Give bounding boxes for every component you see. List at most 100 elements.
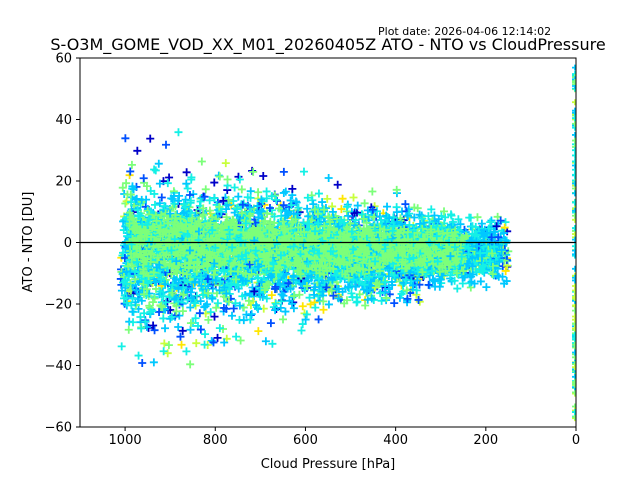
data-point — [154, 159, 163, 168]
data-point — [174, 128, 183, 137]
data-point — [289, 209, 298, 218]
data-point — [129, 318, 138, 327]
data-point — [119, 217, 128, 226]
data-point — [197, 157, 206, 166]
data-point — [237, 185, 246, 194]
data-point — [282, 269, 291, 278]
data-point — [288, 184, 297, 193]
data-point — [187, 173, 196, 182]
data-point — [196, 297, 205, 306]
data-point — [186, 360, 195, 369]
data-point — [209, 338, 218, 347]
data-point — [275, 204, 284, 213]
data-point — [484, 224, 493, 233]
data-point — [133, 146, 142, 155]
data-point — [186, 319, 195, 328]
data-point — [149, 321, 158, 330]
data-point — [334, 294, 343, 303]
data-point — [122, 298, 131, 307]
data-point — [150, 294, 159, 303]
data-point — [246, 187, 255, 196]
data-point — [161, 280, 170, 289]
data-point — [176, 332, 185, 341]
data-point — [257, 195, 266, 204]
data-point — [353, 201, 362, 210]
data-point — [235, 175, 244, 184]
data-point — [342, 296, 351, 305]
data-point — [294, 203, 303, 212]
data-point — [281, 307, 290, 316]
data-point — [151, 166, 160, 175]
data-point — [201, 330, 210, 339]
data-point — [174, 322, 183, 331]
data-point — [327, 286, 336, 295]
data-point — [183, 184, 192, 193]
data-point — [164, 341, 173, 350]
data-point — [392, 217, 401, 226]
data-point — [337, 205, 346, 214]
data-point — [219, 303, 228, 312]
data-point — [306, 300, 315, 309]
data-point — [303, 204, 312, 213]
data-point — [237, 209, 246, 218]
data-point — [395, 277, 404, 286]
data-point — [352, 293, 361, 302]
data-point — [302, 310, 311, 319]
data-point — [229, 304, 238, 313]
data-point — [215, 324, 224, 333]
data-point — [410, 203, 419, 212]
data-point — [267, 273, 276, 282]
data-point — [129, 185, 138, 194]
scatter-points — [116, 64, 576, 422]
data-point — [151, 284, 160, 293]
data-point — [120, 253, 129, 262]
data-point — [487, 216, 496, 225]
data-point — [208, 284, 217, 293]
data-point — [363, 295, 372, 304]
data-point — [261, 337, 270, 346]
data-point — [127, 301, 136, 310]
data-point — [397, 289, 406, 298]
data-point — [390, 299, 399, 308]
data-point — [323, 194, 332, 203]
data-point — [213, 299, 222, 308]
data-point — [155, 179, 164, 188]
data-point — [196, 325, 205, 334]
data-point — [291, 197, 300, 206]
data-point — [126, 167, 135, 176]
data-point — [198, 290, 207, 299]
data-point — [272, 195, 281, 204]
data-point — [392, 185, 401, 194]
data-point — [124, 325, 133, 334]
data-point — [191, 314, 200, 323]
data-point — [279, 315, 288, 324]
data-point — [245, 289, 254, 298]
data-point — [329, 291, 338, 300]
data-point — [351, 216, 360, 225]
data-point — [450, 276, 459, 285]
data-point — [260, 286, 269, 295]
data-point — [159, 347, 168, 356]
data-point — [121, 283, 130, 292]
data-point — [244, 296, 253, 305]
data-point — [403, 294, 412, 303]
data-point — [134, 351, 143, 360]
data-point — [496, 216, 505, 225]
data-point — [195, 309, 204, 318]
data-point — [267, 192, 276, 201]
data-point — [314, 315, 323, 324]
data-point — [220, 338, 229, 347]
data-point — [223, 175, 232, 184]
data-point — [139, 174, 148, 183]
data-point — [500, 279, 509, 288]
data-point — [414, 295, 423, 304]
data-point — [441, 213, 450, 222]
data-point — [454, 215, 463, 224]
data-point — [301, 315, 310, 324]
data-point — [149, 358, 158, 367]
data-point — [215, 286, 224, 295]
data-point — [349, 193, 358, 202]
data-point — [259, 171, 268, 180]
data-point — [492, 222, 501, 231]
